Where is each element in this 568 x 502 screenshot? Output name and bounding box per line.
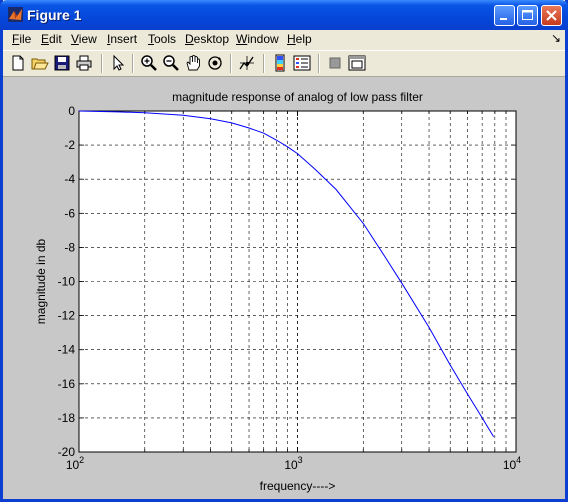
y-tick-label: -6	[64, 206, 75, 220]
y-tick-label: -12	[58, 309, 76, 323]
title-bar[interactable]: Figure 1	[0, 0, 568, 30]
x-tick-label: 103	[284, 455, 302, 472]
open-file-icon[interactable]	[31, 54, 49, 72]
menu-label-rest: indow	[247, 32, 279, 46]
menu-mnemonic: F	[12, 32, 20, 46]
magnitude-response-line	[78, 110, 495, 437]
pan-hand-icon[interactable]	[184, 54, 202, 72]
x-tick-label-exponent: 4	[516, 455, 521, 465]
menu-bar: ↘ File Edit View Insert Tools Desktop Window He…	[3, 30, 565, 49]
y-tick-label: 0	[68, 104, 75, 118]
menu-view[interactable]: View	[71, 32, 97, 46]
menu-mnemonic: H	[287, 32, 296, 46]
menu-mnemonic: E	[41, 32, 50, 46]
menu-label-rest: iew	[78, 32, 97, 46]
y-tick-label: -18	[58, 411, 76, 425]
toolbar-separator	[263, 54, 265, 73]
x-axis-label: frequency---->	[260, 479, 336, 493]
minimize-icon	[500, 18, 507, 20]
menu-label-rest: ile	[19, 32, 32, 46]
new-figure-icon[interactable]	[9, 54, 27, 72]
menu-mnemonic: V	[71, 32, 79, 46]
maximize-button[interactable]	[517, 5, 538, 26]
x-tick-label: 104	[503, 455, 521, 472]
y-tick-label: -10	[58, 275, 76, 289]
figure-toolbar	[3, 50, 565, 77]
menu-help[interactable]: Help	[287, 32, 312, 46]
menu-label-rest: dit	[49, 32, 62, 46]
menu-edit[interactable]: Edit	[41, 32, 62, 46]
menu-mnemonic: I	[107, 32, 111, 46]
zoom-in-icon[interactable]	[140, 54, 158, 72]
menu-mnemonic: T	[148, 32, 154, 46]
edit-plot-arrow-icon[interactable]	[109, 54, 127, 72]
window-title: Figure 1	[27, 7, 82, 23]
x-tick-label-base: 10	[503, 458, 517, 472]
maximize-icon	[522, 10, 533, 20]
figure-canvas: 0 -2 -4 -6 -8 -10 -12 -14 -16 -18 -20 102 103 104 mag…	[3, 77, 565, 499]
data-cursor-icon[interactable]	[238, 54, 256, 72]
y-tick-label: -8	[64, 240, 75, 254]
zoom-out-icon[interactable]	[162, 54, 180, 72]
minimize-button[interactable]	[494, 5, 515, 26]
menubar-dock-arrow-icon[interactable]: ↘	[550, 31, 561, 45]
x-tick-label-exponent: 2	[79, 455, 84, 465]
toolbar-separator	[132, 54, 134, 73]
y-tick-label: -20	[58, 445, 76, 459]
menu-mnemonic: D	[185, 32, 194, 46]
menu-mnemonic: W	[236, 32, 248, 46]
save-icon[interactable]	[53, 54, 71, 72]
toolbar-separator	[318, 54, 320, 73]
x-tick-label: 102	[66, 455, 84, 472]
show-plot-tools-icon[interactable]	[348, 54, 366, 72]
toolbar-separator	[101, 54, 103, 73]
legend-icon[interactable]	[293, 54, 311, 72]
menu-window[interactable]: Window	[236, 32, 279, 46]
axis-ticks	[78, 110, 517, 453]
y-tick-label: -16	[58, 377, 76, 391]
print-icon[interactable]	[75, 54, 93, 72]
menu-file[interactable]: File	[12, 32, 31, 46]
menu-tools[interactable]: Tools	[148, 32, 176, 46]
menu-label-rest: elp	[295, 32, 312, 46]
menu-label-rest: esktop	[193, 32, 230, 46]
y-tick-label: -14	[58, 343, 76, 357]
menu-desktop[interactable]: Desktop	[185, 32, 229, 46]
x-tick-label-base: 10	[66, 458, 80, 472]
y-tick-label: -2	[64, 138, 75, 152]
menu-insert[interactable]: Insert	[107, 32, 137, 46]
menu-label-rest: nsert	[110, 32, 138, 46]
rotate-3d-icon[interactable]	[206, 54, 224, 72]
chart-title: magnitude response of analog of low pass…	[172, 90, 423, 104]
menu-label-rest: ools	[154, 32, 177, 46]
close-button[interactable]	[541, 5, 562, 26]
y-tick-label: -4	[64, 172, 75, 186]
x-tick-label-base: 10	[284, 458, 298, 472]
hide-plot-tools-icon[interactable]	[326, 54, 344, 72]
close-icon	[546, 10, 557, 21]
matlab-logo-icon	[8, 7, 23, 22]
x-tick-label-exponent: 3	[298, 455, 303, 465]
grid-lines	[79, 111, 516, 452]
toolbar-separator	[230, 54, 232, 73]
y-axis-label: magnitude in db	[34, 238, 48, 324]
colorbar-icon[interactable]	[271, 54, 289, 72]
